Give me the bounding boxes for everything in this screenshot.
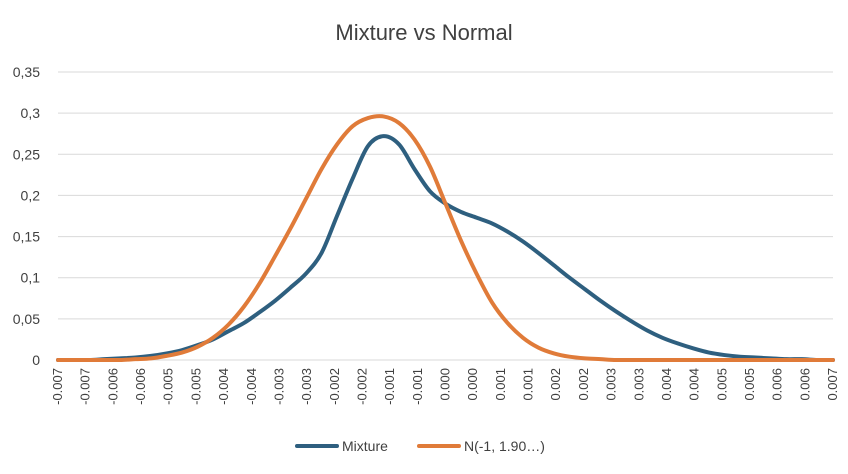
x-tick-label: -0.007	[78, 368, 93, 405]
y-tick-label: 0,2	[21, 187, 41, 203]
y-tick-label: 0,25	[13, 146, 40, 162]
x-tick-label: 0.000	[465, 368, 480, 401]
x-tick-label: 0.005	[714, 368, 729, 401]
legend-label: N(-1, 1.90…)	[464, 438, 545, 454]
x-tick-label: -0.005	[188, 368, 203, 405]
series-line-n-1-1-90	[56, 114, 835, 363]
y-tick-label: 0,35	[13, 64, 40, 80]
y-tick-label: 0,15	[13, 229, 40, 245]
x-tick-label: -0.003	[299, 368, 314, 405]
x-tick-label: 0.001	[521, 368, 536, 401]
x-axis-ticks: -0.007 -0.007 -0.006 -0.006 -0.005 -0.005 -0.0…	[50, 368, 840, 405]
x-tick-label: -0.001	[410, 368, 425, 405]
series-line-mixture	[56, 134, 835, 363]
x-tick-label: 0.004	[659, 368, 674, 401]
x-tick-label: -0.001	[382, 368, 397, 405]
x-tick-label: -0.004	[216, 368, 231, 405]
y-tick-label: 0,3	[21, 105, 41, 121]
x-tick-label: -0.002	[327, 368, 342, 405]
x-tick-label: -0.007	[50, 368, 65, 405]
x-tick-label: 0.001	[493, 368, 508, 401]
x-tick-label: -0.006	[105, 368, 120, 405]
legend: Mixture N(-1, 1.90…)	[295, 438, 545, 454]
x-tick-label: 0.007	[825, 368, 840, 401]
x-tick-label: 0.006	[797, 368, 812, 401]
x-tick-label: -0.006	[133, 368, 148, 405]
y-tick-label: 0	[32, 352, 40, 368]
x-tick-label: 0.002	[576, 368, 591, 401]
x-tick-label: 0.004	[687, 368, 702, 401]
legend-label: Mixture	[342, 438, 388, 454]
y-axis-ticks: 0 0,05 0,1 0,15 0,2 0,25 0,3 0,35	[13, 64, 40, 368]
y-tick-label: 0,05	[13, 311, 40, 327]
y-tick-label: 0,1	[21, 270, 41, 286]
x-tick-label: 0.006	[770, 368, 785, 401]
x-tick-label: -0.002	[354, 368, 369, 405]
x-tick-label: -0.003	[271, 368, 286, 405]
series-lines	[56, 114, 835, 363]
x-tick-label: -0.005	[161, 368, 176, 405]
x-tick-label: 0.000	[438, 368, 453, 401]
x-tick-label: -0.004	[244, 368, 259, 405]
chart-title: Mixture vs Normal	[335, 20, 512, 45]
x-tick-label: 0.002	[548, 368, 563, 401]
x-tick-label: 0.003	[604, 368, 619, 401]
x-tick-label: 0.005	[742, 368, 757, 401]
gridlines	[58, 71, 833, 361]
x-tick-label: 0.003	[631, 368, 646, 401]
